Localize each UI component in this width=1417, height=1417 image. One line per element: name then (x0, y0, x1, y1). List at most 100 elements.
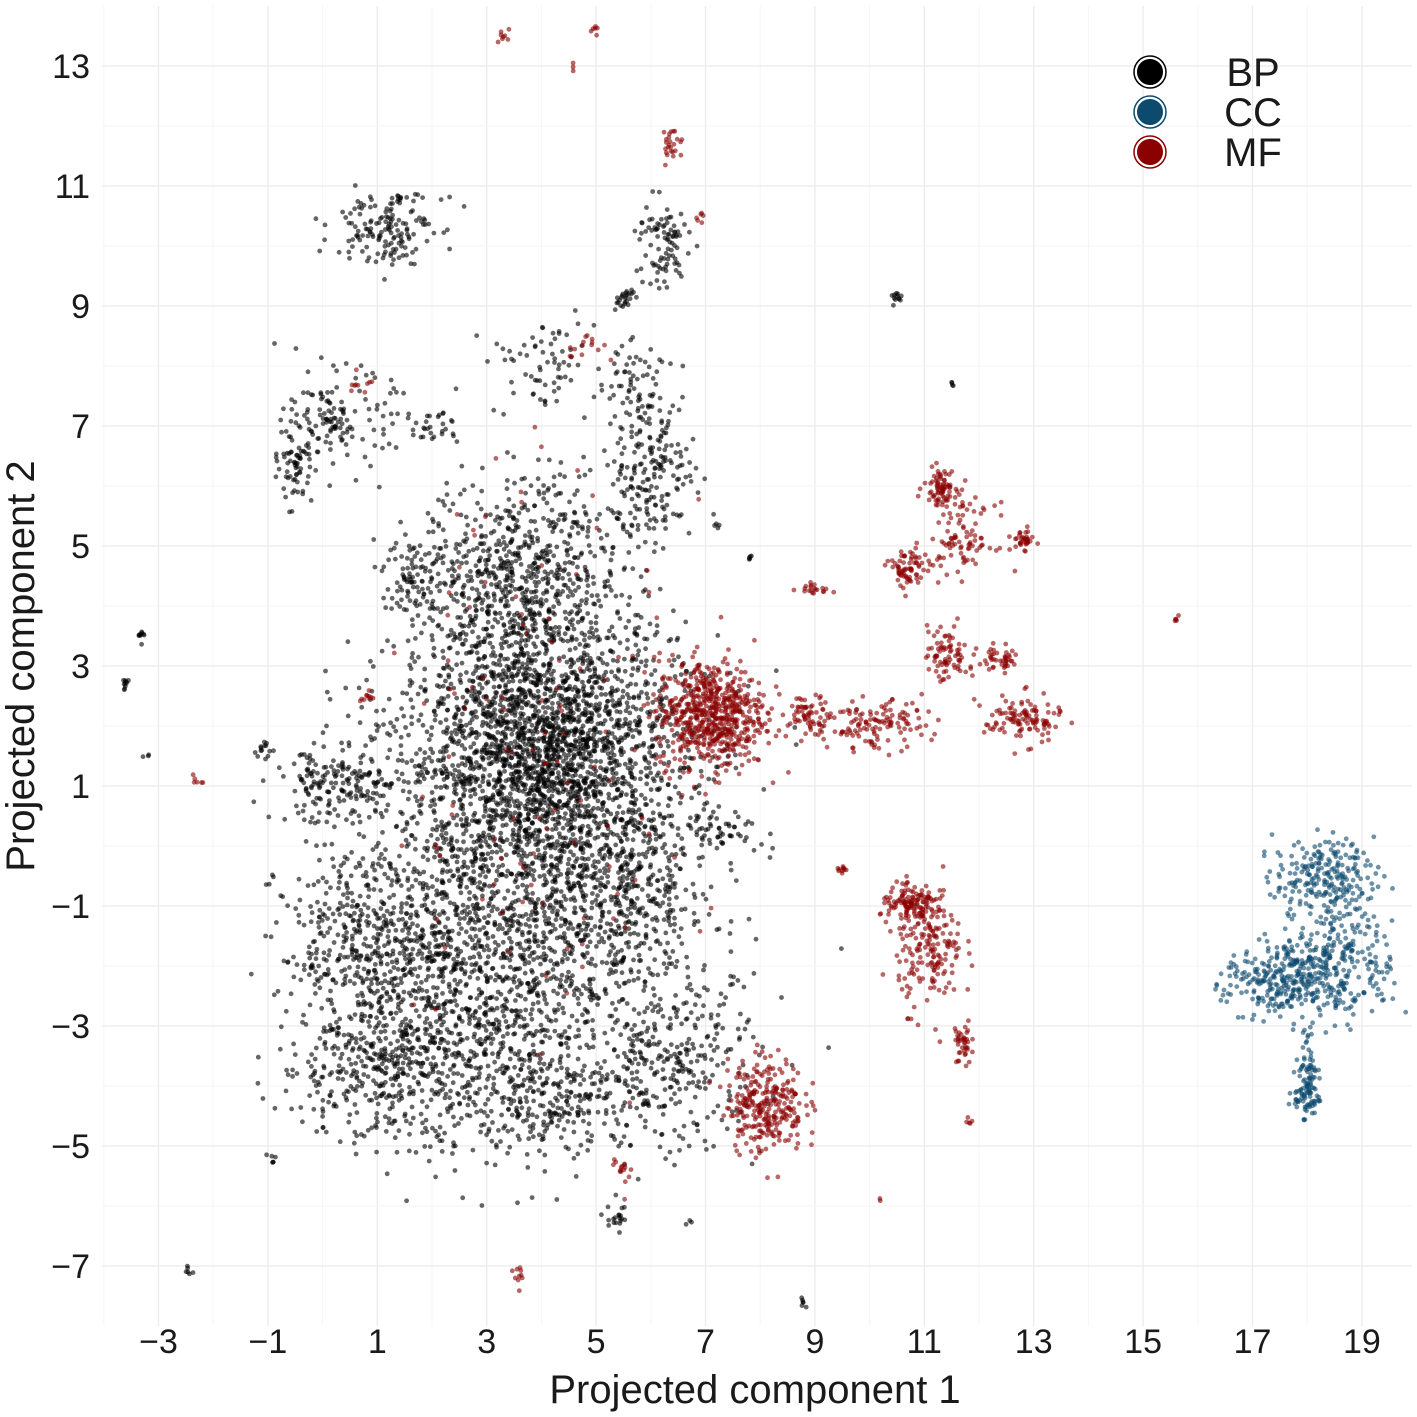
data-point-bp (508, 841, 514, 847)
data-point-bp (553, 765, 558, 771)
data-point-bp (490, 904, 496, 910)
data-point-bp (472, 1010, 478, 1015)
data-point-bp (574, 676, 579, 682)
data-point-bp (560, 713, 566, 718)
data-point-bp (526, 960, 532, 966)
data-point-bp (528, 989, 534, 995)
data-point-bp (473, 613, 479, 619)
data-point-bp (643, 765, 649, 771)
data-point-bp (430, 900, 436, 905)
data-point-bp (550, 519, 556, 525)
data-point-bp (634, 883, 639, 889)
data-point-bp (466, 596, 472, 601)
data-point-bp (430, 618, 436, 623)
data-point-bp (536, 579, 542, 585)
data-point-bp (434, 556, 440, 562)
data-point-bp (733, 765, 739, 771)
data-point-bp (574, 933, 580, 939)
data-point-bp (501, 623, 507, 628)
data-point-bp (509, 939, 514, 945)
data-point-bp (461, 538, 466, 544)
data-point-bp (408, 697, 414, 703)
data-point-bp (461, 602, 467, 608)
data-point-bp (683, 887, 689, 893)
data-point-bp (496, 658, 502, 663)
data-point-bp (541, 873, 547, 878)
data-point-bp (416, 1013, 422, 1019)
data-point-bp (481, 639, 487, 645)
data-point-bp (554, 976, 559, 982)
data-point-bp (443, 678, 448, 684)
data-point-bp (414, 751, 419, 757)
data-point-bp (662, 842, 668, 847)
data-point-bp (444, 771, 450, 777)
data-point-bp (405, 961, 410, 966)
data-point-bp (626, 602, 631, 608)
data-point-bp (459, 743, 465, 748)
data-point-bp (602, 735, 607, 741)
data-point-bp (588, 764, 593, 770)
data-point-bp (529, 1016, 535, 1022)
data-point-bp (420, 722, 426, 728)
data-point-bp (484, 566, 489, 572)
data-point-bp (531, 1048, 537, 1054)
data-point-bp (559, 972, 565, 978)
data-point-bp (613, 968, 619, 974)
data-point-bp (507, 619, 513, 625)
data-point-bp (504, 639, 509, 645)
data-point-bp (491, 785, 497, 790)
data-point-bp (456, 769, 462, 774)
data-point-bp (603, 991, 609, 997)
data-point-bp (476, 656, 482, 661)
data-point-bp (503, 732, 508, 737)
data-point-bp (474, 714, 479, 720)
data-point-bp (544, 1001, 549, 1007)
data-point-bp (546, 576, 551, 582)
data-point-bp (552, 690, 558, 696)
data-point-bp (574, 488, 580, 494)
data-point-bp (568, 922, 574, 927)
data-point-bp (666, 896, 672, 902)
data-point-bp (486, 574, 492, 579)
data-point-bp (545, 698, 551, 703)
data-point-bp (631, 694, 637, 700)
data-point-bp (632, 1056, 638, 1062)
data-point-bp (732, 809, 738, 815)
data-point-bp (589, 989, 594, 995)
data-point-bp (500, 964, 506, 970)
data-point-bp (501, 955, 507, 961)
data-point-bp (506, 643, 512, 649)
data-point-bp (454, 662, 459, 668)
data-point-bp (614, 810, 620, 816)
data-point-bp (477, 1004, 483, 1010)
data-point-bp (564, 547, 570, 553)
data-point-bp (618, 884, 624, 889)
data-point-bp (546, 797, 552, 803)
data-point-bp (583, 787, 588, 793)
data-point-bp (619, 970, 625, 976)
data-point-bp (529, 743, 535, 748)
data-point-bp (323, 668, 328, 674)
data-point-bp (486, 913, 492, 919)
data-point-bp (421, 869, 427, 875)
data-point-bp (565, 594, 571, 599)
data-point-bp (391, 724, 396, 730)
data-point-bp (409, 721, 415, 727)
data-point-bp (470, 787, 476, 793)
data-point-bp (595, 806, 601, 811)
data-point-bp (512, 710, 518, 715)
data-point-bp (666, 638, 672, 644)
data-point-bp (683, 619, 689, 625)
data-point-bp (641, 988, 647, 993)
data-point-bp (524, 766, 530, 771)
data-point-bp (443, 836, 449, 842)
data-point-bp (533, 621, 538, 626)
data-point-bp (530, 891, 535, 896)
data-point-bp (475, 500, 480, 506)
data-point-bp (531, 641, 537, 646)
data-point-bp (513, 653, 519, 659)
data-point-bp (374, 728, 380, 733)
data-point-bp (637, 910, 643, 916)
data-point-bp (488, 1031, 494, 1037)
data-point-bp (443, 924, 448, 930)
